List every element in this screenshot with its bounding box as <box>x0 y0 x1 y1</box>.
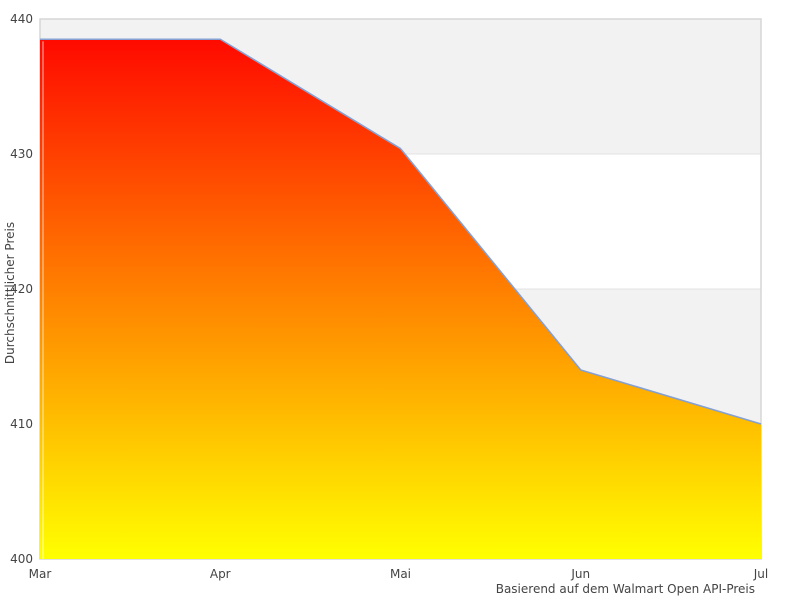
x-tick-label: Mai <box>390 567 411 581</box>
x-tick-label: Apr <box>210 567 231 581</box>
price-line <box>40 38 762 425</box>
y-tick-label: 400 <box>10 552 33 566</box>
chart-caption: Basierend auf dem Walmart Open API-Preis <box>495 582 755 596</box>
y-tick-label: 420 <box>10 282 33 296</box>
y-tick-label: 440 <box>10 12 33 26</box>
y-tick-label: 410 <box>10 417 33 431</box>
x-tick-label: Jun <box>570 567 590 581</box>
y-tick-label: 430 <box>10 147 33 161</box>
price-area <box>40 39 761 559</box>
x-tick-label: Jul <box>753 567 768 581</box>
y-axis-title: Durchschnittlicher Preis <box>3 221 17 365</box>
x-tick-label: Mar <box>29 567 52 581</box>
